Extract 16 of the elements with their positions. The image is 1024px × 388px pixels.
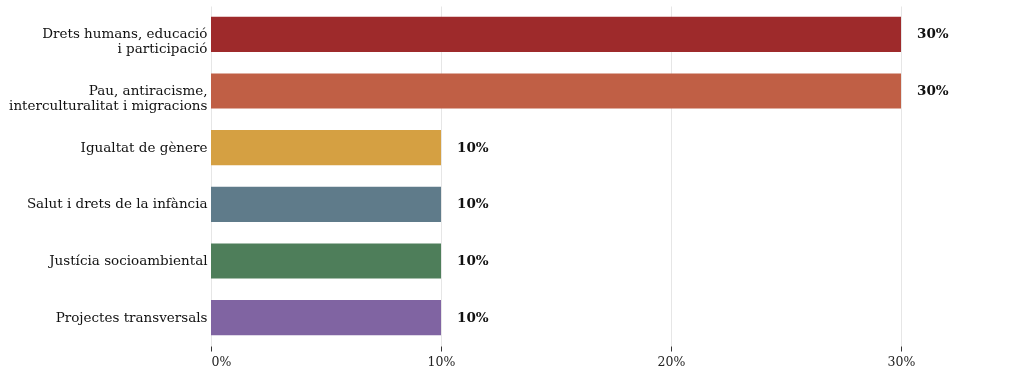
data-label: 10% xyxy=(457,195,489,212)
y-tick-label: Projectes transversals xyxy=(55,308,208,325)
x-tick-label: 0% xyxy=(211,353,232,369)
data-label: 30% xyxy=(917,25,949,42)
data-label: 10% xyxy=(457,308,489,325)
y-tick-label: Drets humans, educació i participació xyxy=(42,25,208,57)
y-tick-label: Pau, antiracisme, interculturalitat i migracions xyxy=(9,82,208,113)
x-tick-label: 10% xyxy=(427,353,456,369)
data-label: 30% xyxy=(917,82,949,98)
x-tick-label: 30% xyxy=(887,353,916,369)
y-tick-label: Salut i drets de la infància xyxy=(26,195,208,212)
data-label: 10% xyxy=(457,252,489,268)
data-label: 10% xyxy=(457,138,489,155)
x-tick-label: 20% xyxy=(657,353,686,369)
y-tick-label: Igualtat de gènere xyxy=(80,138,208,155)
y-tick-label: Justícia socioambiental xyxy=(47,252,208,268)
